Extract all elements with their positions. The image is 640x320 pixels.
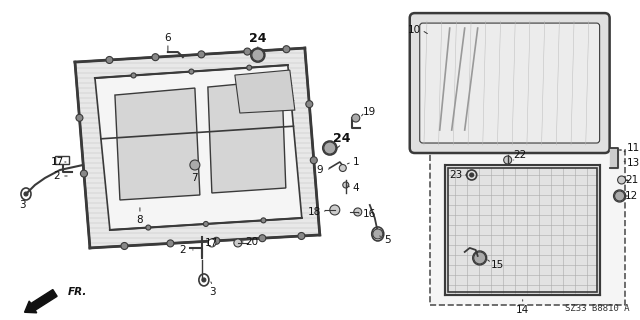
Bar <box>429 150 625 305</box>
Text: 9: 9 <box>317 165 323 175</box>
Ellipse shape <box>106 56 113 63</box>
Polygon shape <box>95 65 302 230</box>
Text: 20: 20 <box>245 237 259 247</box>
Text: 3: 3 <box>19 200 26 210</box>
Ellipse shape <box>252 49 264 61</box>
Polygon shape <box>445 165 600 295</box>
Ellipse shape <box>343 182 349 188</box>
Ellipse shape <box>470 173 474 177</box>
Text: 14: 14 <box>516 305 529 315</box>
Ellipse shape <box>121 243 128 250</box>
Ellipse shape <box>146 225 151 230</box>
Ellipse shape <box>152 54 159 61</box>
Text: 24: 24 <box>249 32 267 44</box>
Ellipse shape <box>339 164 346 172</box>
Ellipse shape <box>198 51 205 58</box>
Text: 24: 24 <box>333 132 351 145</box>
Text: 15: 15 <box>491 260 504 270</box>
Ellipse shape <box>244 48 251 55</box>
FancyBboxPatch shape <box>420 23 600 143</box>
Ellipse shape <box>306 100 313 108</box>
Ellipse shape <box>283 46 290 53</box>
Text: 4: 4 <box>353 183 359 193</box>
Ellipse shape <box>614 191 625 201</box>
Text: 2: 2 <box>180 245 186 255</box>
Ellipse shape <box>189 69 194 74</box>
Text: 8: 8 <box>136 215 143 225</box>
Ellipse shape <box>204 221 209 227</box>
Bar <box>55 156 69 164</box>
Text: 2: 2 <box>54 171 60 181</box>
Text: 17: 17 <box>205 238 218 248</box>
Bar <box>448 168 596 292</box>
FancyArrow shape <box>24 290 57 313</box>
Text: 6: 6 <box>164 33 172 43</box>
Text: 5: 5 <box>385 235 391 245</box>
Ellipse shape <box>76 114 83 121</box>
Ellipse shape <box>352 114 360 122</box>
Ellipse shape <box>167 240 174 247</box>
Ellipse shape <box>81 170 88 177</box>
Ellipse shape <box>261 218 266 223</box>
Ellipse shape <box>190 160 200 170</box>
Text: 1: 1 <box>353 157 359 167</box>
Ellipse shape <box>324 142 336 154</box>
Ellipse shape <box>372 229 383 239</box>
FancyBboxPatch shape <box>410 13 610 153</box>
Polygon shape <box>208 80 286 193</box>
Ellipse shape <box>298 233 305 239</box>
Polygon shape <box>75 48 320 248</box>
Text: 17: 17 <box>51 157 63 167</box>
Text: 19: 19 <box>363 107 376 117</box>
Text: SZ33 B8810 A: SZ33 B8810 A <box>565 304 630 313</box>
Text: 22: 22 <box>513 150 526 160</box>
Text: 21: 21 <box>625 175 638 185</box>
Text: 16: 16 <box>363 209 376 219</box>
Ellipse shape <box>504 156 511 164</box>
Text: 18: 18 <box>308 207 321 217</box>
Text: FR.: FR. <box>68 287 87 297</box>
Text: 12: 12 <box>625 191 638 201</box>
Ellipse shape <box>259 235 266 242</box>
Text: 7: 7 <box>191 173 198 183</box>
Ellipse shape <box>474 252 486 264</box>
Ellipse shape <box>208 239 216 247</box>
Ellipse shape <box>330 205 340 215</box>
Ellipse shape <box>213 237 220 244</box>
Text: 11: 11 <box>627 143 640 153</box>
Ellipse shape <box>131 73 136 78</box>
Ellipse shape <box>310 157 317 164</box>
Text: 23: 23 <box>449 170 462 180</box>
Ellipse shape <box>247 65 252 70</box>
Text: 10: 10 <box>408 25 421 35</box>
Ellipse shape <box>202 278 206 282</box>
Polygon shape <box>115 88 200 200</box>
Ellipse shape <box>618 176 626 184</box>
Text: 13: 13 <box>627 158 640 168</box>
Ellipse shape <box>354 208 362 216</box>
Text: 3: 3 <box>209 287 216 297</box>
Ellipse shape <box>24 192 28 196</box>
Polygon shape <box>235 70 295 113</box>
Ellipse shape <box>234 239 242 247</box>
